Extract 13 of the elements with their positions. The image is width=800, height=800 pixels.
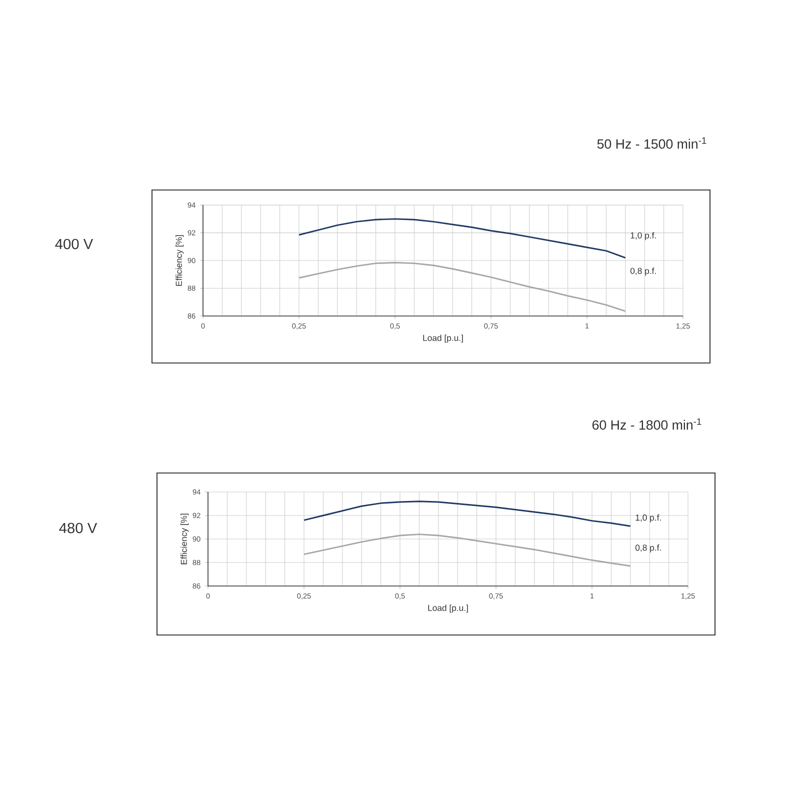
series-label: 0,8 p.f. <box>635 544 661 552</box>
line-series <box>298 262 626 312</box>
chart-title: 50 Hz - 1500 min$^{-1}$ <box>597 137 706 149</box>
x-axis-title: Load [p.u.] <box>428 604 468 613</box>
chart-title: 60 Hz - 1800 min$^{-1}$ <box>592 418 702 430</box>
text: 400 V <box>55 238 94 250</box>
text: 1,0 p.f. <box>630 232 656 240</box>
text: 480 V <box>59 522 98 534</box>
text: 0,8 p.f. <box>630 268 656 276</box>
series-label: 1,0 p.f. <box>636 514 661 522</box>
y-axis-title: Efficiency [%] <box>176 235 184 286</box>
y-axis-title: Efficiency [%] <box>180 514 189 564</box>
x-axis-title: Load [p.u.] <box>423 334 463 343</box>
